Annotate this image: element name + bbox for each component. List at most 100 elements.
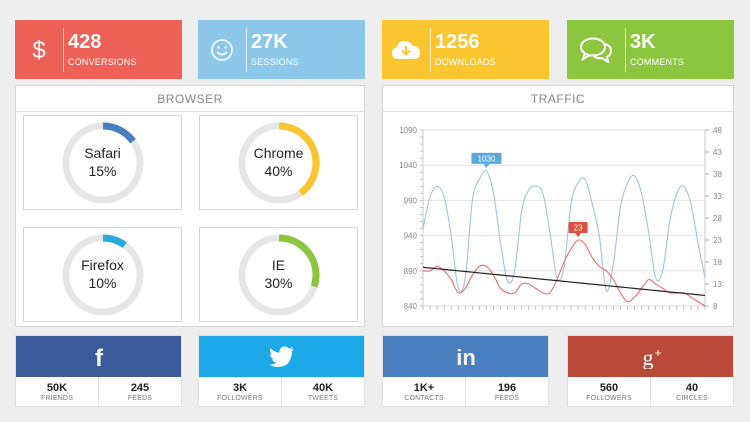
social-stat-label: FOLLOWERS: [586, 395, 632, 402]
stat-value: 428: [68, 31, 102, 53]
stat-card-conversions[interactable]: $ 428 CONVERSIONS: [15, 20, 182, 79]
social-stat: 560 FOLLOWERS: [568, 377, 650, 408]
social-stat-value: 196: [497, 382, 517, 394]
gauge-arc: [238, 234, 320, 316]
traffic-panel: TRAFFIC 840 890 940 990 1040 1090 8 13 18 23 28 33 3…: [382, 85, 734, 327]
y-tick-label-right: 38: [713, 170, 722, 179]
traffic-chart: 840 890 940 990 1040 1090 8 13 18 23 28 33 38 43 48 103…: [399, 126, 722, 311]
y-tick-label-right: 8: [713, 302, 718, 311]
gauge-arc: [62, 234, 144, 316]
gauge-chrome: Chrome 40%: [199, 115, 358, 210]
gauge-percent: 40%: [264, 163, 293, 179]
y-tick-label-left: 1040: [399, 161, 417, 170]
social-stat: 40K TWEETS: [281, 377, 364, 408]
svg-text:g: g: [642, 345, 653, 369]
divider: [246, 27, 247, 72]
svg-text:in: in: [456, 346, 476, 368]
y-tick-label-left: 1090: [399, 126, 417, 135]
stat-label: CONVERSIONS: [68, 57, 137, 67]
traffic-panel-title: TRAFFIC: [383, 86, 733, 112]
social-stat-value: 40: [685, 382, 699, 394]
stat-card-sessions[interactable]: 27K SESSIONS: [198, 20, 365, 79]
google-plus-icon: g +: [642, 345, 661, 369]
social-stat-value: 245: [130, 382, 150, 394]
dollar-icon: $: [32, 37, 45, 64]
gauge-name: Safari: [84, 145, 121, 161]
stat-label: COMMENTS: [630, 57, 685, 67]
social-stat-value: 40K: [312, 382, 334, 394]
series-line-2: [422, 266, 706, 297]
divider: [625, 27, 626, 72]
y-tick-label-right: 23: [713, 236, 722, 245]
browser-panel-title: BROWSER: [16, 86, 364, 112]
chat-bubbles-icon: [580, 37, 613, 63]
gauge-percent: 10%: [88, 275, 117, 291]
social-stat-label: FOLLOWERS: [217, 395, 263, 402]
social-stat-label: FEEDS: [127, 395, 153, 402]
social-card-twitter[interactable]: 3K FOLLOWERS 40K TWEETS: [198, 335, 365, 408]
facebook-icon: f: [95, 345, 104, 369]
stat-label: DOWNLOADS: [435, 57, 496, 67]
social-stat-label: FRIENDS: [40, 395, 74, 402]
y-tick-label-right: 13: [713, 280, 722, 289]
annotation-box-1: [568, 222, 588, 233]
stat-label: SESSIONS: [251, 57, 299, 67]
y-tick-label-right: 18: [713, 258, 722, 267]
annotation-pointer-0: [483, 163, 490, 168]
browser-panel: BROWSER Safari 15% Chrome 40% Firefox 10…: [15, 85, 365, 327]
social-card-facebook[interactable]: f 50K FRIENDS 245 FEEDS: [15, 335, 182, 408]
annotation-box-0: [471, 152, 502, 164]
y-tick-label-left: 990: [404, 196, 418, 205]
gauge-arc: [238, 122, 320, 204]
annotation-label-1: 23: [574, 224, 583, 233]
cloud-download-icon: [392, 40, 420, 59]
y-tick-label-left: 840: [404, 302, 418, 311]
social-stat: 50K FRIENDS: [16, 377, 98, 408]
gauge-name: Firefox: [81, 257, 124, 273]
twitter-icon: [269, 346, 294, 367]
social-card-linkedin[interactable]: in 1K+ CONTACTS 196 FEEDS: [382, 335, 549, 408]
annotation-label-0: 1030: [478, 154, 496, 163]
social-stat: 1K+ CONTACTS: [383, 377, 465, 408]
social-stat: 245 FEEDS: [98, 377, 181, 408]
gauge-percent: 30%: [264, 275, 293, 291]
social-card-google-plus[interactable]: g + 560 FOLLOWERS 40 CIRCLES: [567, 335, 734, 408]
y-tick-label-left: 940: [404, 232, 418, 241]
stat-value: 27K: [251, 31, 288, 53]
social-stat-label: TWEETS: [307, 395, 339, 402]
gauge-firefox: Firefox 10%: [23, 227, 182, 322]
y-tick-label-right: 33: [713, 192, 722, 201]
linkedin-icon: in: [456, 346, 476, 368]
y-tick-label-right: 48: [713, 126, 722, 135]
svg-text:$: $: [32, 37, 45, 64]
social-stat: 40 CIRCLES: [650, 377, 733, 408]
series-line-0: [422, 169, 706, 293]
gauge-name: IE: [271, 257, 286, 273]
social-stat: 3K FOLLOWERS: [199, 377, 281, 408]
social-stat-label: FEEDS: [494, 395, 520, 402]
social-stat-value: 560: [599, 382, 619, 394]
stat-card-comments[interactable]: 3K COMMENTS: [567, 20, 734, 79]
gauge-safari: Safari 15%: [23, 115, 182, 210]
annotation-pointer-1: [575, 233, 582, 237]
stat-card-downloads[interactable]: 1256 DOWNLOADS: [382, 20, 549, 79]
stat-value: 3K: [630, 31, 656, 53]
divider: [63, 27, 64, 72]
gauge-name: Chrome: [253, 145, 304, 161]
social-stat-value: 50K: [46, 382, 68, 394]
y-tick-label-right: 28: [713, 214, 722, 223]
social-stat-value: 1K+: [413, 382, 435, 394]
svg-text:f: f: [95, 345, 104, 369]
gauge-ie: IE 30%: [199, 227, 358, 322]
stat-value: 1256: [435, 31, 480, 53]
divider: [430, 27, 431, 72]
y-tick-label-left: 890: [404, 267, 418, 276]
social-stat-label: CONTACTS: [404, 395, 444, 402]
social-stat-label: CIRCLES: [676, 395, 708, 402]
gauge-arc: [62, 122, 144, 204]
svg-text:+: +: [654, 346, 661, 360]
series-line-1: [422, 239, 706, 307]
gauge-percent: 15%: [88, 163, 117, 179]
social-stat: 196 FEEDS: [465, 377, 548, 408]
smiley-icon: [211, 38, 233, 61]
